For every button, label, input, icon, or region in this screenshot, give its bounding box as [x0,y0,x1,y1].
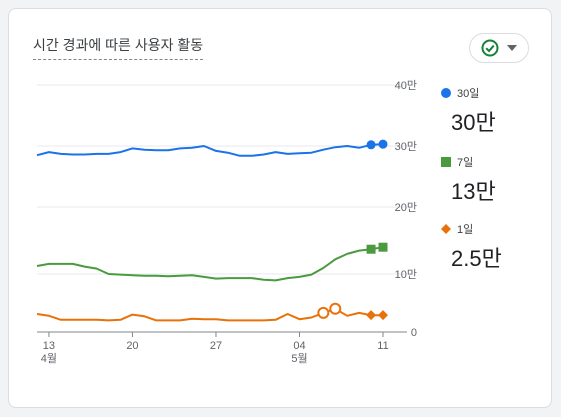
legend-diamond-marker [441,224,451,234]
legend-value: 2.5만 [451,246,502,271]
status-dropdown-button[interactable] [469,33,529,63]
x-tick-label: 20 [126,340,138,352]
check-circle-icon [481,39,499,57]
legend-label: 7일 [457,157,474,169]
y-tick-label: 30만 [395,140,417,153]
x-tick-month-label: 4월 [41,352,57,365]
series-point-marker [366,310,377,321]
series-point-marker [378,139,388,149]
legend-value: 30만 [451,110,496,135]
user-activity-card: 시간 경과에 따른 사용자 활동 0 10만 20만 30만 40만 13 4월 20 27 04… [8,8,552,408]
series-hollow-point [329,302,342,315]
series-point-marker [378,242,388,252]
y-tick-label: 0 [411,327,417,339]
y-tick-label: 40만 [395,79,417,92]
card-title: 시간 경과에 따른 사용자 활동 [33,35,204,60]
legend-value: 13만 [451,179,496,204]
legend-item-7d: 7일 13만 [441,154,496,206]
series-line-1 [36,143,384,157]
legend-label: 1일 [457,224,474,236]
legend-item-1d: 1일 2.5만 [441,221,502,273]
x-tick-label: 13 [43,340,55,352]
legend-square-marker [441,157,451,167]
x-tick-month-label: 5월 [291,352,307,365]
legend-circle-marker [441,88,451,98]
series-point-marker [366,244,376,254]
caret-down-icon [507,45,517,51]
y-tick-label: 10만 [395,268,417,281]
y-tick-label: 20만 [395,201,417,214]
legend-item-30d: 30일 30만 [441,85,496,137]
series-line-2 [36,246,384,282]
x-tick-label: 04 [293,340,305,352]
x-tick-label: 27 [210,340,222,352]
x-tick-label: 11 [377,340,388,352]
series-hollow-point [317,306,330,319]
legend-label: 30일 [457,88,480,100]
series-point-marker [378,310,388,321]
series-point-marker [366,140,376,150]
